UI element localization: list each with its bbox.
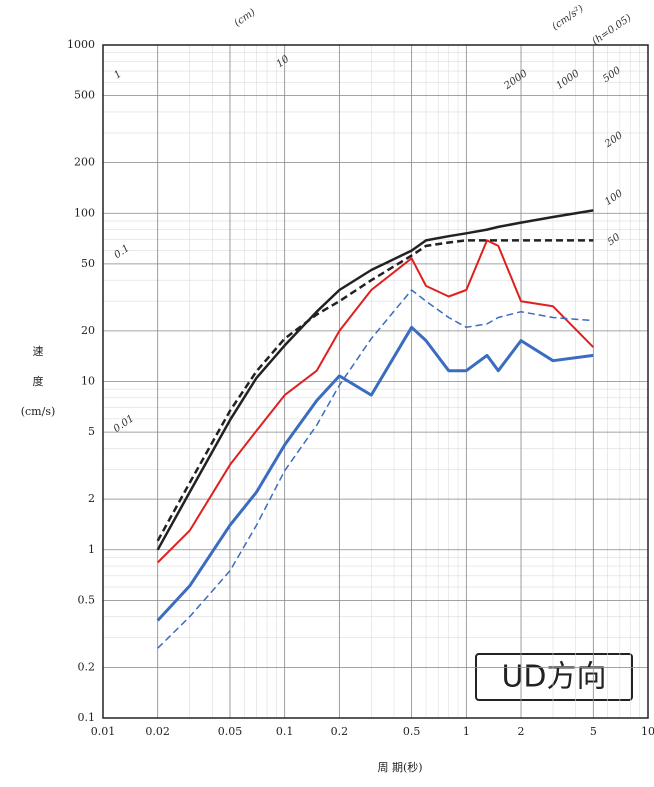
tripartite-label: 1000 [554,68,582,92]
x-tick-label: 5 [590,725,597,738]
y-tick-label: 500 [74,89,95,102]
y-axis-label: (cm/s) [21,405,56,418]
tripartite-label: 2000 [502,68,530,93]
tripartite-label: (h=0.05) [590,13,633,48]
series-line [156,239,594,542]
y-tick-label: 2 [88,492,95,505]
x-tick-label: 0.2 [331,725,349,738]
tripartite-label: 0.1 [112,243,131,261]
series-line [156,325,594,622]
annotation: UD方向 [501,660,606,695]
y-tick-label: 0.2 [78,660,96,673]
tripartite-label: 0.01 [112,413,137,435]
tripartite-label: (cm/s²) [550,3,585,32]
y-tick-label: 0.1 [78,711,96,724]
y-tick-label: 10 [81,375,95,388]
y-tick-label: 200 [74,156,95,169]
series-line [157,289,594,649]
x-tick-label: 0.1 [276,725,294,738]
y-tick-label: 100 [74,206,95,219]
y-tick-label: 1000 [67,38,95,51]
x-tick-label: 0.01 [91,725,116,738]
y-axis-label: 度 [33,374,44,388]
tripartite-label: (cm) [232,7,257,29]
y-tick-label: 0.5 [78,593,96,606]
plot-frame [102,44,649,719]
y-tick-label: 20 [81,324,95,337]
x-tick-label: 1 [463,725,470,738]
x-tick-label: 2 [518,725,525,738]
y-axis-label: 速 [33,345,44,358]
x-axis-label: 周 期(秒) [377,760,422,774]
y-tick-label: 5 [88,425,95,438]
tripartite-label: 1 [112,69,124,82]
x-tick-label: 0.05 [218,725,243,738]
x-tick-label: 0.5 [403,725,421,738]
series-line [156,209,594,551]
x-tick-label: 0.02 [145,725,170,738]
tripartite-label: 100 [603,188,625,208]
series-line [156,239,595,564]
x-tick-label: 10 [641,725,654,738]
y-tick-label: 1 [88,543,95,556]
tripartite-label: 10 [275,53,292,70]
y-tick-label: 50 [81,257,95,270]
tripartite-label: 50 [606,231,623,248]
